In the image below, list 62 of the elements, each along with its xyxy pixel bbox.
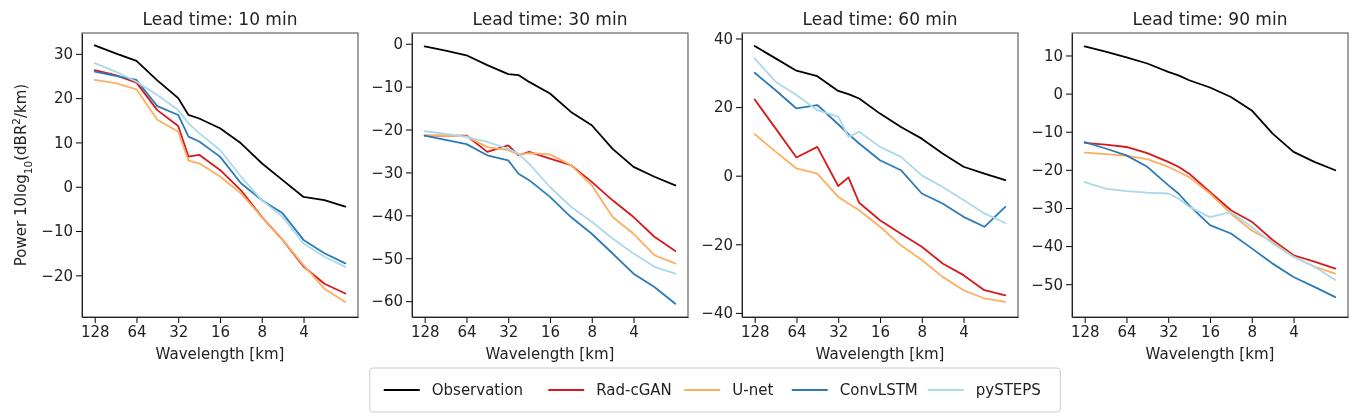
- y-tick-label: −40: [371, 206, 403, 225]
- legend-label: U-net: [732, 381, 774, 399]
- y-tick-label: −10: [41, 222, 73, 241]
- y-tick-label: −20: [701, 235, 733, 254]
- x-tick-label: 32: [169, 322, 189, 341]
- y-tick-label: −20: [41, 266, 73, 285]
- y-tick-label: 0: [723, 166, 733, 185]
- x-axis-title: Wavelength [km]: [485, 345, 615, 363]
- y-tick-label: 20: [53, 89, 73, 108]
- x-tick-label: 128: [80, 322, 110, 341]
- x-tick-label: 4: [629, 322, 639, 341]
- x-tick-label: 64: [787, 322, 807, 341]
- x-tick-label: 8: [917, 322, 928, 341]
- x-tick-label: 16: [1200, 322, 1221, 341]
- x-tick-label: 16: [870, 322, 891, 341]
- y-tick-label: 30: [53, 45, 73, 64]
- x-axis-title: Wavelength [km]: [155, 345, 285, 363]
- y-tick-label: −10: [1031, 123, 1063, 142]
- y-tick-label: 0: [63, 178, 73, 197]
- x-tick-label: 64: [127, 322, 147, 341]
- x-tick-label: 4: [1289, 322, 1299, 341]
- x-tick-label: 128: [740, 322, 770, 341]
- x-tick-label: 8: [587, 322, 598, 341]
- chart-title: Lead time: 30 min: [472, 9, 628, 29]
- x-tick-label: 32: [829, 322, 849, 341]
- y-tick-label: 0: [393, 35, 403, 54]
- x-tick-label: 8: [257, 322, 268, 341]
- y-tick-label: 20: [713, 98, 733, 117]
- y-tick-label: 40: [713, 29, 733, 48]
- legend-label: ConvLSTM: [839, 381, 918, 399]
- x-tick-label: 128: [1070, 322, 1100, 341]
- y-tick-label: 10: [53, 133, 73, 152]
- x-tick-label: 16: [210, 322, 231, 341]
- x-axis-title: Wavelength [km]: [1145, 345, 1275, 363]
- y-tick-label: −40: [701, 304, 733, 323]
- x-axis-title: Wavelength [km]: [815, 345, 945, 363]
- legend-label: pySTEPS: [975, 381, 1041, 399]
- chart-title: Lead time: 60 min: [802, 9, 958, 29]
- y-tick-label: −10: [371, 77, 403, 96]
- y-tick-label: −30: [1031, 199, 1063, 218]
- y-tick-label: −60: [371, 292, 403, 311]
- y-tick-label: −20: [1031, 161, 1063, 180]
- x-tick-label: 4: [959, 322, 969, 341]
- y-tick-label: 10: [1043, 46, 1063, 65]
- legend-label: Observation: [431, 381, 524, 399]
- y-tick-label: −50: [371, 249, 403, 268]
- x-tick-label: 4: [299, 322, 309, 341]
- x-tick-label: 32: [499, 322, 519, 341]
- y-tick-label: 0: [1053, 84, 1063, 103]
- y-tick-label: −30: [371, 163, 403, 182]
- x-tick-label: 16: [540, 322, 561, 341]
- x-tick-label: 64: [457, 322, 477, 341]
- y-tick-label: −50: [1031, 275, 1063, 294]
- x-tick-label: 128: [410, 322, 440, 341]
- legend-label: Rad-cGAN: [596, 381, 672, 399]
- x-tick-label: 32: [1159, 322, 1179, 341]
- x-tick-label: 8: [1247, 322, 1258, 341]
- y-tick-label: −40: [1031, 237, 1063, 256]
- x-tick-label: 64: [1117, 322, 1137, 341]
- y-tick-label: −20: [371, 120, 403, 139]
- chart-title: Lead time: 90 min: [1132, 9, 1288, 29]
- chart-title: Lead time: 10 min: [142, 9, 298, 29]
